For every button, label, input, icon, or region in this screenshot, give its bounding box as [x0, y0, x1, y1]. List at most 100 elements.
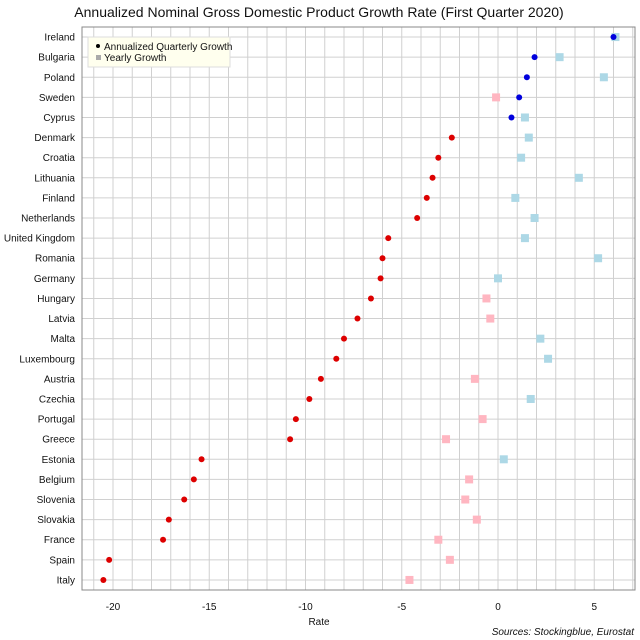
quarterly-growth-marker [181, 496, 188, 503]
quarterly-growth-marker [523, 74, 530, 81]
x-tick-label: 0 [495, 602, 501, 613]
quarterly-growth-marker [198, 456, 205, 463]
yearly-growth-marker [465, 475, 474, 484]
category-label: Italy [57, 575, 75, 586]
data-marks [100, 33, 620, 584]
yearly-growth-marker [442, 435, 451, 444]
category-label: France [44, 535, 76, 546]
category-label: Netherlands [21, 214, 75, 225]
yearly-growth-marker [461, 495, 470, 504]
quarterly-growth-marker [367, 295, 374, 302]
grid [82, 27, 635, 590]
legend-quarterly-label: Annualized Quarterly Growth [104, 42, 232, 53]
category-label: Denmark [34, 133, 76, 144]
legend-quarterly-marker [96, 44, 100, 48]
category-label: Estonia [42, 455, 76, 466]
category-label: Spain [49, 555, 75, 566]
yearly-growth-marker [470, 374, 479, 383]
yearly-growth-marker [405, 575, 414, 584]
category-label: Bulgaria [38, 53, 75, 64]
category-label: Germany [34, 274, 75, 285]
legend: Annualized Quarterly Growth Yearly Growt… [87, 36, 232, 68]
quarterly-growth-marker [106, 556, 113, 563]
quarterly-growth-marker [531, 54, 538, 61]
yearly-growth-marker [517, 153, 526, 162]
category-label: Finland [42, 193, 75, 204]
x-tick-label: -10 [298, 602, 313, 613]
category-label: Belgium [39, 475, 75, 486]
yearly-growth-marker [486, 314, 495, 323]
category-label: Greece [42, 435, 75, 446]
x-tick-label: -5 [397, 602, 406, 613]
yearly-growth-marker [599, 73, 608, 82]
category-label: Hungary [37, 294, 75, 305]
yearly-growth-marker [499, 455, 508, 464]
category-label: Romania [35, 254, 75, 265]
yearly-growth-marker [530, 214, 539, 223]
yearly-growth-marker [555, 53, 564, 62]
quarterly-growth-marker [354, 315, 361, 322]
quarterly-growth-marker [100, 576, 107, 583]
category-label: Lithuania [34, 173, 75, 184]
category-label: Czechia [39, 394, 76, 405]
quarterly-growth-marker [287, 436, 294, 443]
quarterly-growth-marker [306, 395, 313, 402]
quarterly-growth-marker [435, 154, 442, 161]
chart-title: Annualized Nominal Gross Domestic Produc… [74, 4, 563, 20]
category-label: Croatia [43, 153, 76, 164]
yearly-growth-marker [594, 254, 603, 263]
legend-box [87, 36, 231, 68]
quarterly-growth-marker [423, 194, 430, 201]
quarterly-growth-marker [448, 134, 455, 141]
category-label: Cyprus [43, 113, 75, 124]
x-tick-label: -20 [106, 602, 121, 613]
quarterly-growth-marker [429, 174, 436, 181]
yearly-growth-marker [445, 555, 454, 564]
x-axis-title: Rate [308, 617, 330, 628]
yearly-growth-marker [536, 334, 545, 343]
quarterly-growth-marker [292, 416, 299, 423]
quarterly-growth-marker [341, 335, 347, 342]
yearly-growth-marker [434, 535, 443, 544]
category-label: Poland [44, 73, 75, 84]
category-label: Sweden [39, 93, 75, 104]
yearly-growth-marker [482, 294, 491, 303]
yearly-growth-marker [478, 415, 487, 424]
quarterly-growth-marker [190, 476, 197, 483]
yearly-growth-marker [544, 354, 553, 363]
category-label: Slovakia [37, 515, 75, 526]
yearly-growth-marker [520, 234, 529, 243]
category-label: Malta [51, 334, 76, 345]
yearly-growth-marker [520, 113, 529, 122]
quarterly-growth-marker [379, 255, 386, 262]
quarterly-growth-marker [414, 215, 421, 222]
category-label: United Kingdom [4, 234, 75, 245]
quarterly-growth-marker [165, 516, 172, 523]
yearly-growth-marker [492, 93, 501, 102]
quarterly-growth-marker [508, 114, 515, 121]
category-label: Ireland [44, 33, 75, 44]
category-labels: Ireland Bulgaria Poland Sweden Cyprus Denmark… [4, 33, 76, 587]
legend-yearly-label: Yearly Growth [104, 53, 166, 64]
yearly-growth-marker [526, 394, 535, 403]
category-label: Luxembourg [19, 354, 75, 365]
quarterly-growth-marker [317, 375, 324, 382]
legend-yearly-marker [96, 55, 101, 60]
x-tick-labels: -20 -15 -10 -5 0 5 [106, 602, 598, 613]
quarterly-growth-marker [385, 235, 392, 242]
quarterly-growth-marker [377, 275, 384, 282]
category-label: Portugal [38, 415, 75, 426]
yearly-growth-marker [574, 173, 583, 182]
yearly-growth-marker [494, 274, 502, 283]
quarterly-growth-marker [160, 536, 167, 543]
yearly-growth-marker [511, 193, 520, 202]
plot-area [81, 26, 636, 591]
category-label: Latvia [48, 314, 75, 325]
source-note: Sources: Stockingblue, Eurostat [492, 627, 636, 638]
x-tick-label: -15 [202, 602, 217, 613]
category-label: Austria [44, 374, 76, 385]
quarterly-growth-marker [516, 94, 523, 101]
yearly-growth-marker [524, 133, 533, 142]
x-tick-label: 5 [591, 602, 597, 613]
